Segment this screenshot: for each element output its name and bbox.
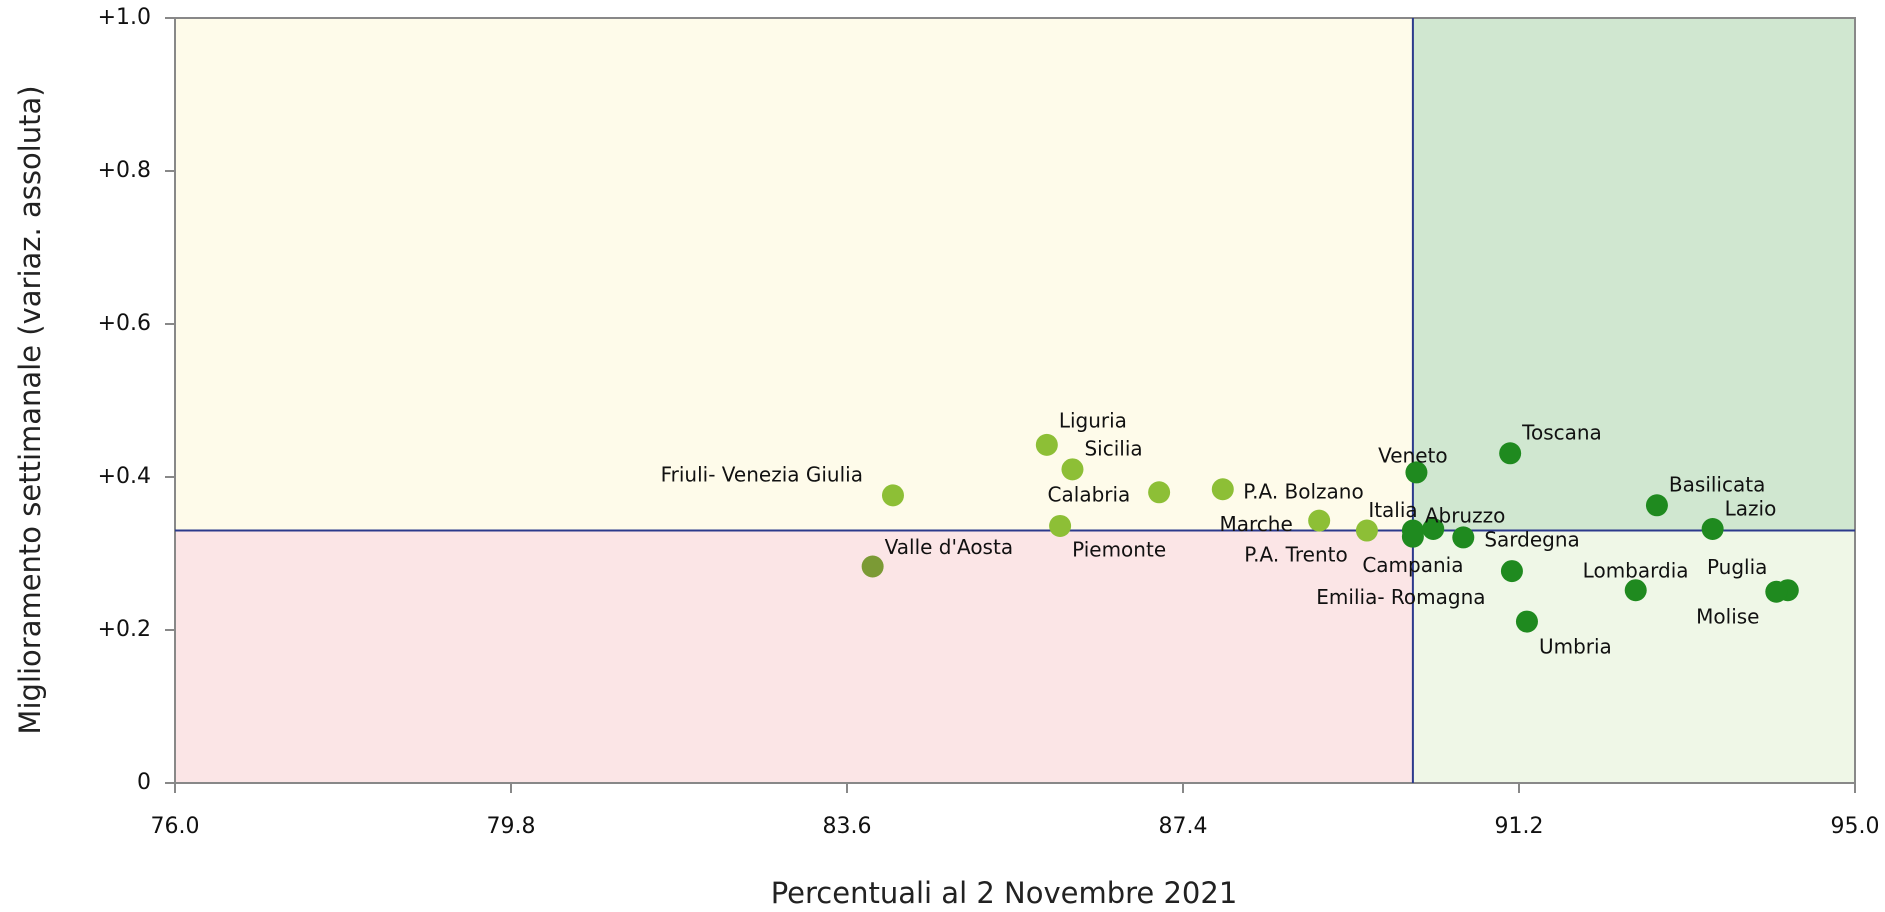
y-tick-label: +0.6 <box>98 311 151 336</box>
point-label: Valle d'Aosta <box>885 535 1013 559</box>
point <box>1308 509 1331 532</box>
point-label: Calabria <box>1048 482 1131 506</box>
point <box>1148 481 1171 504</box>
point <box>1515 610 1538 633</box>
point <box>1049 514 1072 537</box>
x-tick-label: 95.0 <box>1831 814 1880 839</box>
y-tick-label: 0 <box>137 770 151 795</box>
quadrant-top-right <box>1412 18 1855 531</box>
point-label: Piemonte <box>1072 538 1166 562</box>
point-label: Toscana <box>1521 421 1602 445</box>
point <box>881 484 904 507</box>
point-label: Italia <box>1368 498 1417 522</box>
point-label: Liguria <box>1059 409 1127 433</box>
point-label: P.A. Bolzano <box>1243 479 1364 503</box>
quadrant-bottom-right <box>1412 530 1855 783</box>
point <box>1405 461 1428 484</box>
y-tick-label: +0.2 <box>98 617 151 642</box>
x-tick-label: 79.8 <box>487 814 536 839</box>
point-label: Puglia <box>1707 555 1767 579</box>
point-label: Abruzzo <box>1425 504 1506 528</box>
point-label: Sardegna <box>1484 528 1579 552</box>
point-label: Marche <box>1219 512 1292 536</box>
point <box>1452 526 1475 549</box>
x-tick-label: 87.4 <box>1159 814 1208 839</box>
point-label: P.A. Trento <box>1244 542 1347 566</box>
x-tick-label: 76.0 <box>151 814 200 839</box>
point-label: Friuli- Venezia Giulia <box>661 463 863 487</box>
point <box>1645 494 1668 517</box>
point <box>1624 579 1647 602</box>
y-axis-title: Miglioramento settimanale (variaz. assol… <box>13 85 47 734</box>
point <box>1499 442 1522 465</box>
quadrant-top-left <box>175 18 1413 531</box>
point <box>1701 518 1724 541</box>
point <box>1035 433 1058 456</box>
point <box>1500 560 1523 583</box>
point-label: Umbria <box>1539 634 1612 658</box>
plot-frame <box>174 17 1856 784</box>
point <box>1355 519 1378 542</box>
point <box>861 555 884 578</box>
point-label: Sicilia <box>1084 437 1142 461</box>
point-label: Molise <box>1696 605 1759 629</box>
y-tick-label: +1.0 <box>98 5 151 30</box>
x-tick-label: 91.2 <box>1495 814 1544 839</box>
x-tick-label: 83.6 <box>823 814 872 839</box>
x-axis-title: Percentuali al 2 Novembre 2021 <box>771 876 1238 910</box>
point <box>1401 525 1424 548</box>
point-label: Emilia- Romagna <box>1316 585 1485 609</box>
quadrant-bottom-left <box>175 530 1413 783</box>
y-tick-label: +0.8 <box>98 158 151 183</box>
y-tick-label: +0.4 <box>98 464 151 489</box>
point <box>1061 458 1084 481</box>
point-label: Veneto <box>1378 443 1448 467</box>
point <box>1422 518 1445 541</box>
point-label: Basilicata <box>1669 473 1765 497</box>
point-label: Lazio <box>1725 496 1777 520</box>
point-label: Campania <box>1362 553 1463 577</box>
point <box>1211 478 1234 501</box>
point <box>1765 580 1788 603</box>
point-label: Lombardia <box>1583 559 1689 583</box>
